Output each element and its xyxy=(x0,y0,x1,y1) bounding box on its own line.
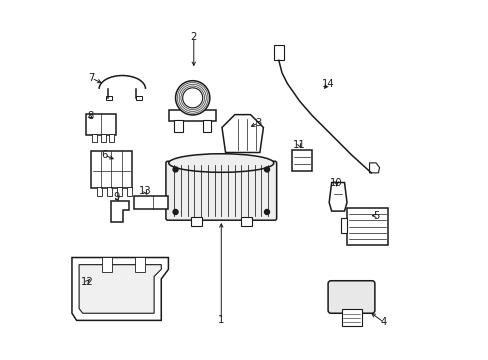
Polygon shape xyxy=(328,183,346,211)
Text: 5: 5 xyxy=(372,211,378,221)
Polygon shape xyxy=(79,265,161,313)
Text: 3: 3 xyxy=(254,118,261,128)
Circle shape xyxy=(183,88,203,108)
Bar xyxy=(116,187,122,196)
Text: 10: 10 xyxy=(330,178,342,188)
Text: 8: 8 xyxy=(87,111,93,121)
Bar xyxy=(174,120,183,132)
Text: 6: 6 xyxy=(101,150,107,160)
Polygon shape xyxy=(111,202,128,222)
Bar xyxy=(97,187,102,196)
Circle shape xyxy=(264,210,269,215)
Text: 1: 1 xyxy=(218,315,224,325)
Bar xyxy=(106,96,111,100)
Circle shape xyxy=(175,81,209,115)
Circle shape xyxy=(173,210,178,215)
Bar xyxy=(346,208,387,246)
FancyBboxPatch shape xyxy=(327,281,374,313)
Bar xyxy=(241,217,251,226)
Bar xyxy=(102,257,111,272)
Bar xyxy=(136,96,142,100)
Bar xyxy=(169,111,216,121)
Bar xyxy=(109,134,114,142)
Bar xyxy=(106,187,111,196)
Polygon shape xyxy=(134,197,168,208)
Bar xyxy=(92,134,97,142)
Bar xyxy=(126,187,131,196)
Bar xyxy=(190,217,201,226)
Text: 11: 11 xyxy=(292,140,305,150)
Circle shape xyxy=(264,167,269,172)
Bar xyxy=(273,45,283,60)
Bar xyxy=(101,134,106,142)
Text: 7: 7 xyxy=(88,73,95,83)
Text: 9: 9 xyxy=(113,192,120,202)
Polygon shape xyxy=(222,114,263,153)
Bar xyxy=(341,309,361,326)
Text: 4: 4 xyxy=(380,317,386,327)
Bar xyxy=(91,151,132,188)
Text: 13: 13 xyxy=(139,186,151,197)
Text: 2: 2 xyxy=(190,32,197,42)
Polygon shape xyxy=(72,257,168,320)
Text: 14: 14 xyxy=(321,78,334,89)
Ellipse shape xyxy=(168,154,273,172)
Bar xyxy=(86,114,116,135)
Bar xyxy=(291,150,311,171)
Circle shape xyxy=(173,167,178,172)
Bar xyxy=(340,218,346,233)
FancyBboxPatch shape xyxy=(165,161,276,220)
Polygon shape xyxy=(369,163,379,173)
Bar xyxy=(203,120,211,132)
Bar xyxy=(135,257,144,272)
Text: 12: 12 xyxy=(81,277,94,287)
